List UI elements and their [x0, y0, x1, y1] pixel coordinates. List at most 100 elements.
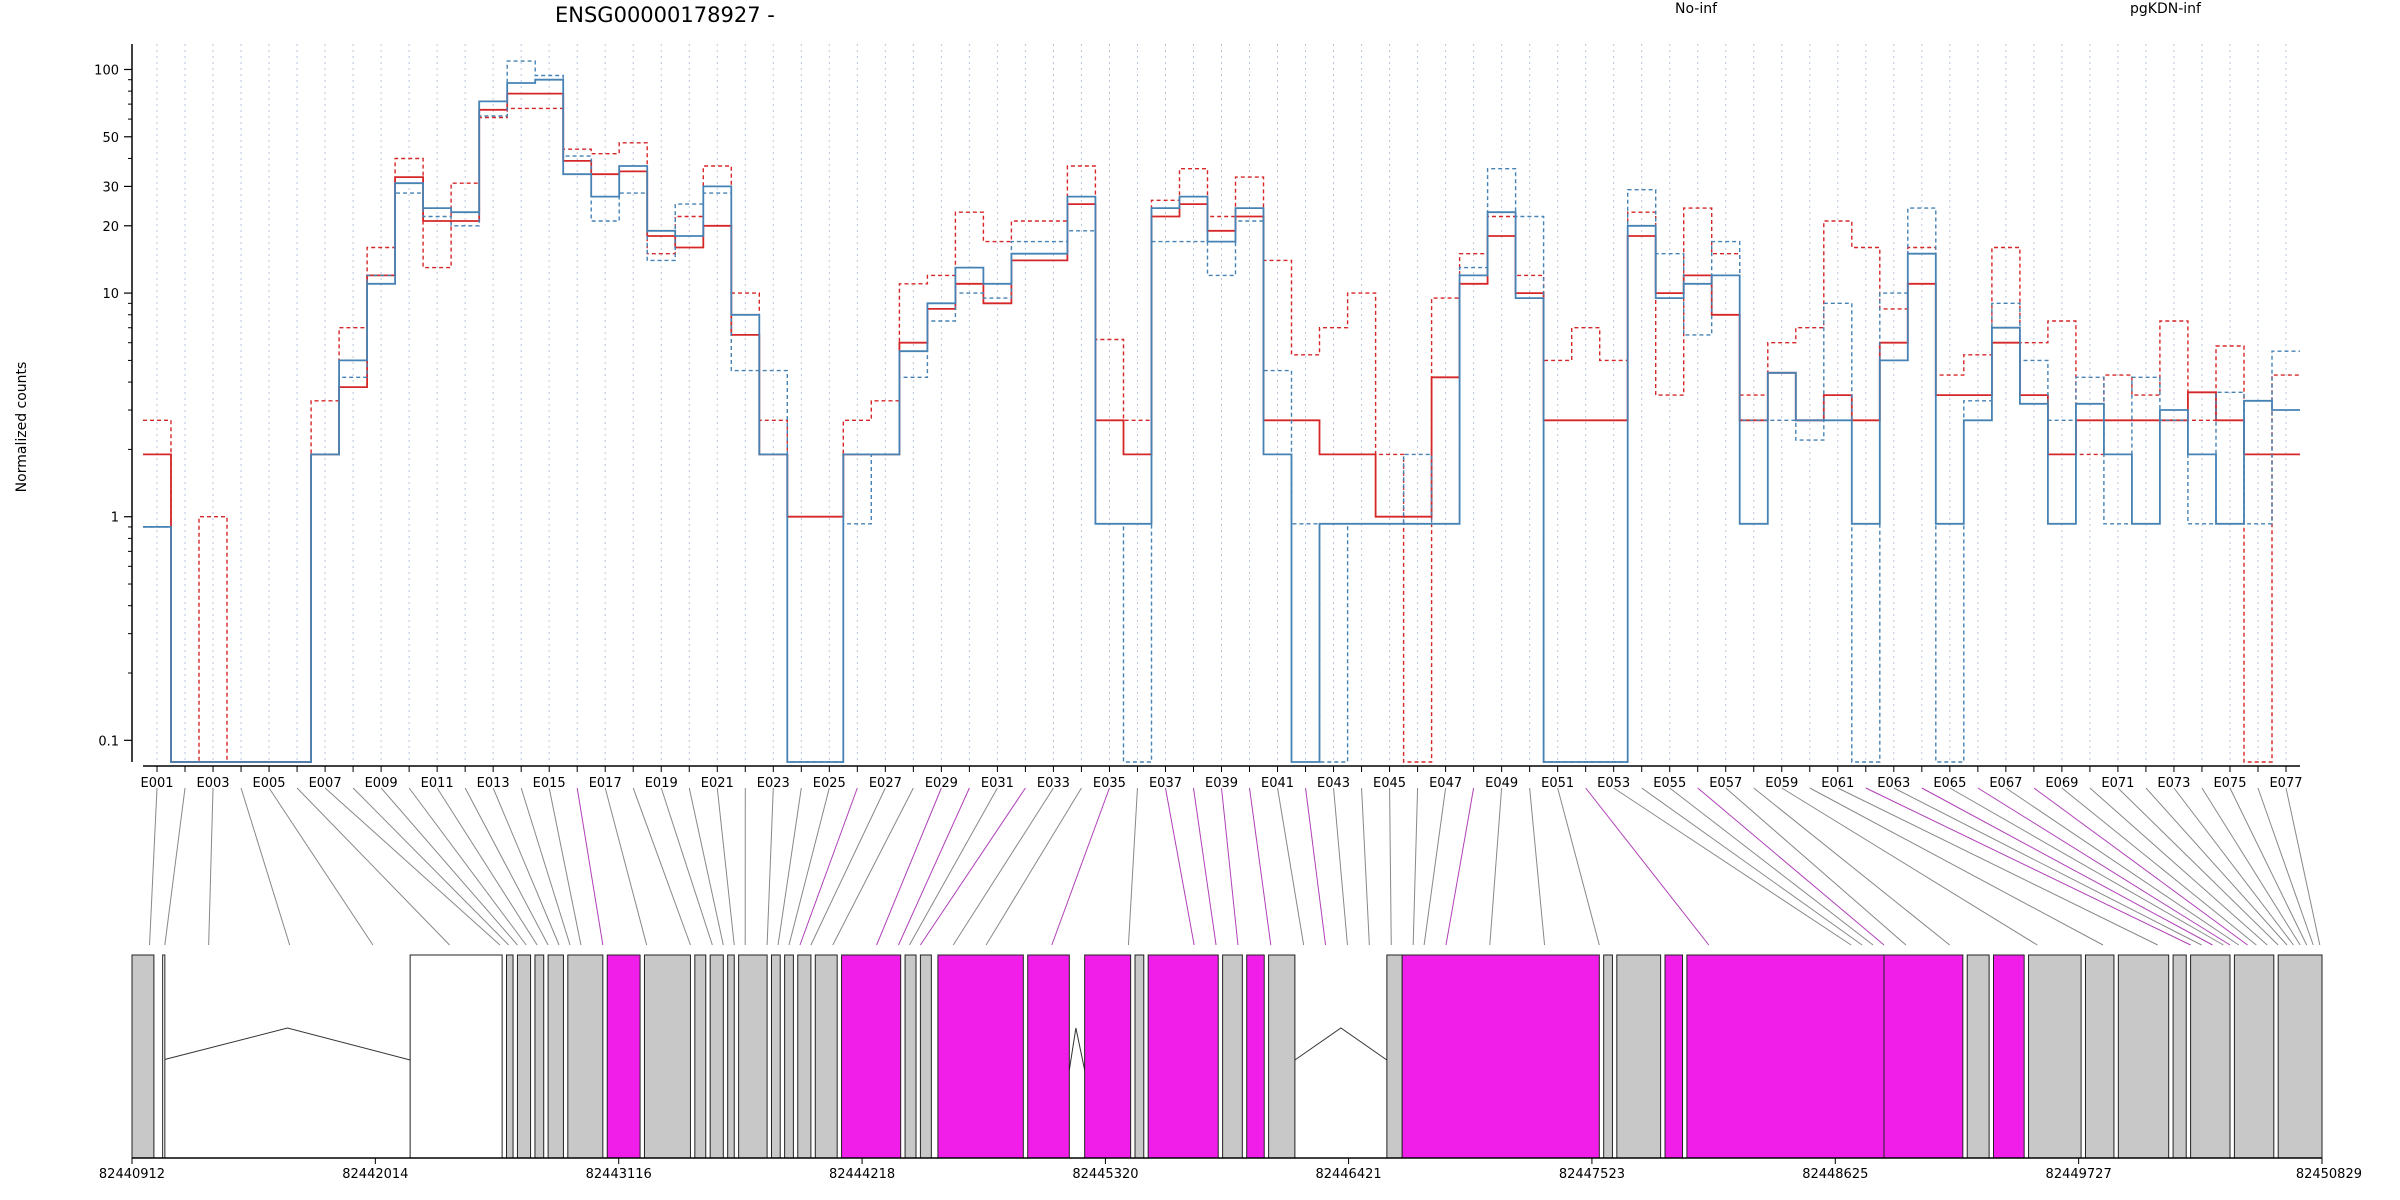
y-tick-label: 30: [102, 180, 119, 195]
exon-connector: [1051, 787, 1110, 946]
exon-connector: [1249, 787, 1272, 946]
x-tick-label: E017: [589, 776, 622, 791]
exon-box: [1084, 954, 1132, 1159]
exon-box: [2190, 954, 2231, 1159]
exon-connector: [1921, 787, 2213, 946]
series-line-no-inf-1: [143, 107, 2300, 763]
exon-box: [904, 954, 917, 1159]
exon-connector: [777, 787, 802, 946]
genomic-tick-label: 82440912: [99, 1167, 165, 1182]
y-tick-label: 100: [94, 63, 119, 78]
exon-box: [1664, 954, 1684, 1159]
exon-connector: [2061, 787, 2257, 946]
intron-line: [162, 1027, 411, 1061]
y-tick-label: 1: [111, 511, 119, 526]
exon-box: [1401, 954, 1600, 1159]
exon-box: [727, 954, 735, 1159]
series-line-no-inf-0: [143, 92, 2300, 763]
x-tick-label: E075: [2213, 776, 2246, 791]
exon-box: [738, 954, 768, 1159]
x-tick-label: E019: [645, 776, 678, 791]
exon-box: [1993, 954, 2025, 1159]
exon-connector: [876, 787, 942, 946]
exon-connector: [716, 787, 735, 946]
exon-connector: [2173, 787, 2294, 946]
exon-connector: [1361, 787, 1370, 946]
x-tick-label: E023: [757, 776, 790, 791]
exon-connector: [919, 787, 1026, 946]
exon-box: [606, 954, 641, 1159]
exon-box: [1603, 954, 1613, 1159]
exon-connector: [952, 787, 1054, 946]
y-tick-label: 20: [102, 220, 119, 235]
x-tick-label: E077: [2269, 776, 2302, 791]
exon-box: [814, 954, 838, 1159]
exon-connector: [1529, 787, 1546, 946]
exon-connector: [1489, 787, 1503, 946]
exon-box: [2233, 954, 2275, 1159]
exon-connector: [2145, 787, 2288, 946]
exon-connector: [149, 787, 158, 946]
x-tick-label: E005: [253, 776, 286, 791]
exon-connector: [240, 787, 291, 946]
exon-box: [1246, 954, 1265, 1159]
exon-box: [1966, 954, 1990, 1159]
exon-connector: [436, 787, 538, 946]
exon-connector: [2257, 787, 2314, 946]
exon-connector: [1949, 787, 2224, 946]
exon-connector: [1164, 787, 1195, 946]
exon-box: [1222, 954, 1243, 1159]
exon-connector: [492, 787, 560, 946]
exon-connector: [1809, 787, 2104, 946]
exon-connector: [1893, 787, 2202, 946]
x-tick-label: E053: [1597, 776, 1630, 791]
y-tick-label: 50: [102, 131, 119, 146]
exon-connector: [2005, 787, 2240, 946]
genomic-tick-label: 82445320: [1072, 1167, 1138, 1182]
exon-connector: [1641, 787, 1863, 946]
plot-area: 0.1 1 10 20 30 50 100 E001 E003 E005 E007 E009 E011 E…: [94, 44, 2303, 791]
x-tick-label: E063: [1877, 776, 1910, 791]
x-tick-label: E065: [1933, 776, 1966, 791]
exon-box: [2084, 954, 2115, 1159]
x-tick-label: E029: [925, 776, 958, 791]
x-tick-label: E061: [1821, 776, 1854, 791]
exon-box: [505, 954, 514, 1159]
exon-connector: [1445, 787, 1475, 946]
exon-box: [1134, 954, 1145, 1159]
exon-connector: [1781, 787, 2038, 946]
exon-connector: [1613, 787, 1852, 946]
exon-connector: [2117, 787, 2279, 946]
x-tick-label: E027: [869, 776, 902, 791]
exon-connector: [909, 787, 998, 946]
exon-connector: [1837, 787, 2158, 946]
exon-box: [770, 954, 781, 1159]
x-tick-label: E069: [2045, 776, 2078, 791]
x-tick-label: E045: [1373, 776, 1406, 791]
exon-connector: [1277, 787, 1305, 946]
exon-connector: [576, 787, 604, 946]
x-tick-label: E031: [981, 776, 1014, 791]
exon-connector: [660, 787, 713, 946]
genomic-tick-label: 82447523: [1559, 1167, 1625, 1182]
exon-connector: [296, 787, 450, 946]
exon-box: [694, 954, 707, 1159]
exon-box: [1883, 954, 1964, 1159]
exon-connector: [548, 787, 582, 946]
exon-connector: [408, 787, 527, 946]
x-tick-label: E025: [813, 776, 846, 791]
exon-connector: [1221, 787, 1239, 946]
exon-connector: [2201, 787, 2301, 946]
exon-box: [567, 954, 604, 1159]
x-tick-label: E059: [1765, 776, 1798, 791]
y-tick-label: 0.1: [98, 734, 119, 749]
x-tick-label: E021: [701, 776, 734, 791]
x-tick-label: E067: [1989, 776, 2022, 791]
x-tick-label: E013: [477, 776, 510, 791]
exon-box: [409, 954, 503, 1159]
exon-connector: [1412, 787, 1419, 946]
exon-box: [534, 954, 545, 1159]
exon-connector: [788, 787, 830, 946]
exon-connector: [799, 787, 858, 946]
exon-connector: [1305, 787, 1327, 946]
